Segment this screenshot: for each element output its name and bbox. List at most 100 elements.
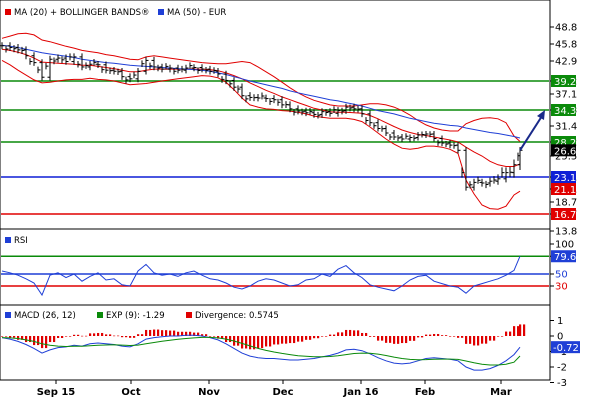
y-tick-label: 42.9: [555, 57, 577, 68]
divergence-bar: [17, 336, 20, 340]
divergence-bar: [413, 336, 416, 341]
divergence-bar: [277, 336, 280, 345]
y-tick-label: 0: [557, 332, 563, 343]
price-tag-label: 28.2: [554, 138, 576, 149]
level-tag: [551, 104, 576, 116]
rsi-levels: [1, 255, 549, 287]
divergence-bar: [41, 336, 44, 349]
divergence-bar: [341, 332, 344, 336]
divergence-bar: [497, 336, 500, 337]
y-tick-label: -2: [557, 363, 567, 374]
divergence-bar: [125, 336, 128, 338]
legend-rsi-label: RSI: [14, 236, 28, 246]
divergence-bar: [461, 336, 464, 338]
divergence-bar: [141, 334, 144, 336]
divergence-bar: [357, 330, 360, 336]
divergence-bar: [513, 326, 516, 336]
price-bars: [0, 42, 523, 191]
divergence-bar: [417, 336, 420, 338]
series-line-bollinger-upper: [1, 32, 521, 142]
divergence-bar: [21, 336, 24, 340]
divergence-bar: [473, 336, 476, 346]
macd-tag-label: -0.72: [553, 343, 579, 354]
divergence-bar: [523, 324, 526, 336]
divergence-bar: [85, 335, 88, 337]
divergence-bar: [189, 331, 192, 336]
divergence-bar: [177, 331, 180, 336]
divergence-bar: [121, 336, 124, 338]
divergence-bar: [29, 336, 32, 343]
divergence-bar: [33, 336, 36, 346]
divergence-bar: [113, 335, 116, 337]
divergence-bar: [509, 331, 512, 336]
divergence-bar: [129, 336, 132, 338]
divergence-bar: [57, 336, 60, 339]
y-tick-label: 30: [555, 282, 568, 293]
series-line-rsi: [1, 256, 521, 297]
projection-arrow-line: [519, 115, 543, 151]
divergence-bar: [49, 336, 52, 343]
price-series: [1, 32, 521, 210]
level-tag-label: 16.7: [554, 210, 576, 221]
macd-panel: 10-1-2-3 -0.72 MACD (26, 12) EXP (9): -1…: [0, 304, 580, 389]
divergence-bar: [69, 336, 72, 337]
divergence-bar: [213, 336, 216, 337]
divergence-bar: [165, 330, 168, 336]
macd-tag: [551, 341, 580, 354]
divergence-bar: [445, 335, 448, 336]
y-tick-label: 25.5: [555, 152, 577, 163]
divergence-bar: [173, 330, 176, 336]
divergence-bar: [245, 336, 248, 349]
legend-divergence-label: Divergence: 0.5745: [195, 311, 279, 321]
divergence-bar: [145, 329, 148, 336]
legend-divergence-swatch: [186, 312, 192, 318]
divergence-bar: [329, 334, 332, 336]
divergence-bar: [373, 336, 376, 337]
divergence-bar: [519, 324, 522, 336]
divergence-bar: [501, 336, 504, 337]
divergence-bar: [97, 332, 100, 336]
y-tick-label: 100: [555, 240, 574, 251]
divergence-bar: [281, 336, 284, 344]
divergence-bar: [317, 336, 320, 339]
macd-bars: [1, 324, 526, 350]
divergence-bar: [161, 330, 164, 336]
divergence-bar: [305, 336, 308, 340]
series-line-exp: [1, 336, 521, 366]
divergence-bar: [193, 332, 196, 336]
divergence-bar: [437, 333, 440, 336]
rsi-tag: [551, 250, 576, 263]
divergence-bar: [385, 336, 388, 343]
price-projection: [519, 110, 545, 151]
divergence-bar: [353, 330, 356, 336]
divergence-bar: [9, 336, 12, 338]
price-legend: MA (20) + BOLLINGER BANDS® MA (50) - EUR: [5, 8, 226, 18]
divergence-bar: [181, 331, 184, 336]
y-tick-label: 37.1: [555, 90, 577, 101]
price-panel: 48.8 45.8 42.9 39.2 37.1 34.3 31.4 28.2 25.5 23.1…: [0, 0, 577, 238]
y-tick-label: 50: [555, 270, 568, 281]
y-tick-label: 48.8: [555, 23, 577, 34]
divergence-bar: [81, 335, 84, 337]
divergence-bar: [237, 336, 240, 346]
y-tick-label: -3: [557, 378, 567, 389]
divergence-bar: [201, 334, 204, 336]
level-tag: [551, 75, 576, 87]
divergence-bar: [157, 329, 160, 336]
divergence-bar: [253, 336, 256, 350]
price-tag: [551, 144, 576, 157]
legend-ma50-label: MA (50) - EUR: [167, 8, 226, 18]
divergence-bar: [269, 336, 272, 347]
series-line-ma20: [1, 48, 521, 167]
divergence-bar: [61, 336, 64, 339]
series-line-macd: [1, 334, 521, 371]
legend-ma20-label: MA (20) + BOLLINGER BANDS®: [14, 8, 150, 18]
x-tick-label: Oct: [121, 387, 140, 398]
y-tick-label: 31.4: [555, 122, 577, 133]
divergence-bar: [457, 336, 460, 338]
level-tag-label: 39.2: [554, 77, 576, 88]
divergence-bar: [393, 336, 396, 344]
divergence-bar: [285, 336, 288, 344]
divergence-bar: [361, 332, 364, 336]
divergence-bar: [505, 331, 508, 336]
